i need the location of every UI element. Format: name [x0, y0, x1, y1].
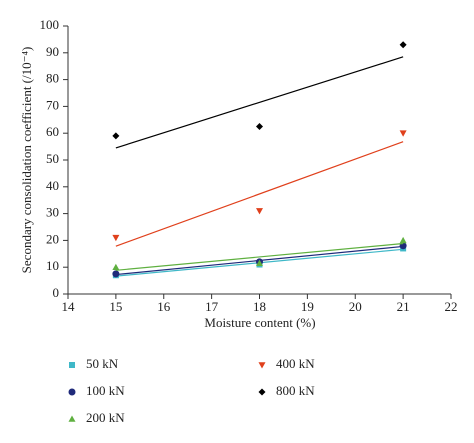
trend-line: [115, 56, 404, 149]
legend-label: 50 kN: [86, 356, 119, 371]
x-tick-label: 20: [349, 299, 362, 314]
x-tick-label: 14: [62, 299, 76, 314]
point: [112, 234, 120, 242]
x-tick-label: 15: [109, 299, 122, 314]
y-tick-label: 40: [46, 178, 59, 193]
legend-label: 200 kN: [86, 410, 125, 425]
y-tick-label: 20: [46, 231, 59, 246]
point: [256, 208, 263, 215]
y-tick-label: 100: [40, 17, 60, 32]
legend-marker: [69, 362, 75, 368]
y-tick-label: 70: [46, 97, 59, 112]
y-tick-label: 30: [46, 205, 59, 220]
x-tick-label: 18: [253, 299, 266, 314]
y-axis-label: Secondary consolidation coefficient (/10…: [19, 47, 34, 274]
y-tick-label: 50: [46, 151, 59, 166]
legend-marker: [258, 388, 266, 396]
point: [256, 259, 263, 266]
legend-marker: [258, 362, 266, 369]
point: [112, 270, 120, 278]
trend-line: [115, 242, 404, 271]
y-tick-label: 80: [46, 71, 59, 86]
legend-label: 800 kN: [276, 383, 315, 398]
x-axis-label: Moisture content (%): [204, 315, 315, 330]
y-tick-label: 60: [46, 124, 59, 139]
trend-line: [115, 141, 404, 247]
x-tick-label: 17: [205, 299, 219, 314]
y-tick-label: 90: [46, 44, 59, 59]
x-tick-label: 19: [301, 299, 314, 314]
point: [112, 132, 120, 140]
point: [399, 41, 407, 49]
legend-label: 100 kN: [86, 383, 125, 398]
point: [112, 263, 120, 270]
y-tick-label: 10: [46, 258, 59, 273]
x-tick-label: 21: [397, 299, 410, 314]
x-tick-label: 22: [445, 299, 458, 314]
y-tick-label: 0: [53, 285, 60, 300]
legend-marker: [68, 415, 76, 422]
point: [256, 123, 263, 130]
legend-marker: [68, 388, 76, 396]
legend-label: 400 kN: [276, 356, 315, 371]
point: [399, 236, 407, 244]
x-tick-label: 16: [157, 299, 171, 314]
point: [399, 130, 407, 137]
